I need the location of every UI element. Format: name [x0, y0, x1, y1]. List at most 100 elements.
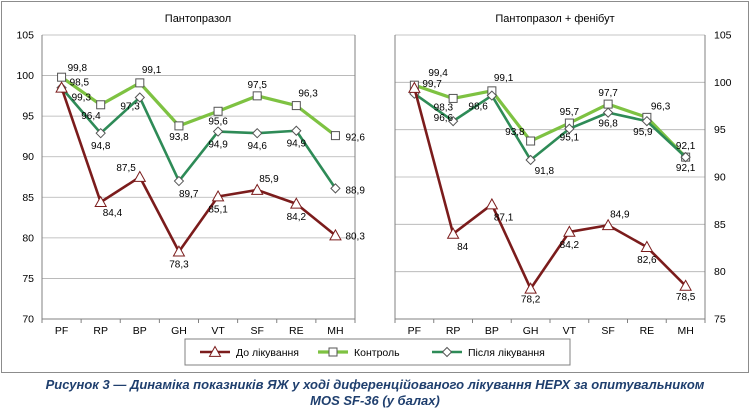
data-label-after: 94,6	[247, 141, 267, 152]
legend-label-after: Після лікування	[468, 347, 545, 359]
data-point-control	[448, 93, 458, 103]
data-label-control: 97,5	[247, 80, 267, 91]
x-tick-label: MH	[327, 325, 343, 337]
data-label-control: 99,1	[494, 73, 514, 84]
data-label-after: 94,9	[208, 140, 228, 151]
x-tick-label: RP	[446, 325, 461, 337]
figure-caption-line-2: MOS SF-36 (у балах)	[310, 393, 440, 408]
data-point-before	[563, 225, 576, 237]
y-tick-label: 100	[16, 70, 34, 82]
series-line-control	[413, 83, 687, 159]
y-tick-label: 85	[22, 192, 34, 204]
chart-canvas: 70 75 80 85 90 95 100 105 PF RP BP GH VT SF RE MH Пантоп…	[1, 1, 749, 373]
data-point-control	[135, 78, 145, 88]
x-tick-label: VT	[563, 325, 577, 337]
data-point-before	[408, 81, 421, 93]
data-point-after	[173, 175, 185, 187]
legend-marker-control	[328, 347, 338, 357]
data-point-control	[330, 131, 340, 141]
data-label-before: 85,1	[208, 204, 228, 215]
data-label-before: 84,2	[287, 212, 307, 223]
data-label-after: 95,1	[560, 133, 580, 144]
y-tick-label: 95	[714, 124, 726, 136]
series-line-before	[413, 87, 687, 291]
x-tick-label: RP	[93, 325, 108, 337]
data-label-control: 99,1	[142, 65, 162, 76]
data-label-before: 84,4	[103, 208, 123, 219]
data-point-control	[174, 121, 184, 131]
data-label-after: 91,8	[535, 166, 555, 177]
data-point-after	[447, 115, 459, 127]
x-tick-label: PF	[408, 325, 421, 337]
data-point-control	[252, 91, 262, 101]
legend-box	[184, 338, 571, 366]
data-label-before: 78,5	[676, 292, 696, 303]
data-point-control	[96, 100, 106, 110]
data-point-control	[603, 99, 613, 109]
data-label-before: 78,2	[521, 295, 541, 306]
x-tick-label: SF	[601, 325, 614, 337]
series-line-control	[60, 75, 337, 137]
x-tick-label: GH	[523, 325, 539, 337]
x-tick-label: BP	[133, 325, 147, 337]
data-label-control: 95,7	[560, 107, 580, 118]
y-tick-label: 75	[22, 273, 34, 285]
data-label-before: 85,9	[259, 174, 279, 185]
x-tick-label: PF	[55, 325, 68, 337]
legend-marker-before	[208, 345, 222, 357]
figure-caption-line-1: Рисунок 3 — Динаміка показників ЯЖ у ход…	[45, 377, 705, 392]
data-point-after	[251, 127, 263, 139]
x-tick-label: SF	[250, 325, 263, 337]
data-label-after: 95,9	[633, 127, 653, 138]
y-tick-label: 90	[22, 151, 34, 163]
panel-title: Пантопразол	[165, 13, 231, 25]
data-point-before	[679, 279, 692, 291]
data-label-after: 96,6	[434, 113, 454, 124]
data-label-after: 94,9	[287, 139, 307, 150]
data-point-before	[446, 227, 460, 239]
data-label-after: 99,3	[72, 93, 92, 104]
data-point-before	[133, 170, 147, 182]
data-point-after	[134, 92, 146, 103]
series-line-after	[413, 92, 687, 162]
data-label-control: 95,6	[208, 116, 228, 127]
y-tick-label: 85	[714, 219, 726, 231]
data-point-control	[57, 72, 67, 82]
data-point-before	[524, 282, 537, 294]
x-tick-label: RE	[289, 325, 304, 337]
data-label-control: 92,6	[345, 133, 365, 144]
data-point-after	[486, 90, 498, 101]
panel-title: Пантопразол + фенібут	[495, 13, 614, 25]
data-label-after: 89,7	[179, 189, 199, 200]
legend-marker-after	[441, 346, 453, 358]
data-label-control: 96,4	[81, 111, 101, 122]
series-before	[55, 81, 342, 257]
data-label-control: 92,1	[676, 141, 696, 152]
data-label-control: 99,7	[422, 79, 442, 90]
data-point-control	[213, 106, 223, 116]
legend-label-before: До лікування	[236, 347, 299, 359]
data-point-after	[602, 107, 614, 118]
data-point-after	[564, 123, 575, 134]
x-tick-label: RE	[640, 325, 655, 337]
y-tick-label: 105	[16, 30, 34, 42]
data-point-control	[526, 136, 536, 146]
data-point-after	[641, 115, 653, 127]
panel-2: 75 80 85 90 95 100 105 PF RP BP GH VT SF RE MH Пантопра…	[394, 13, 732, 337]
y-tick-label: 75	[714, 314, 726, 326]
data-label-before: 87,1	[494, 212, 514, 223]
data-label-before: 84,9	[610, 209, 630, 220]
series-before	[408, 81, 692, 294]
data-point-before	[485, 197, 499, 210]
data-point-before	[55, 81, 68, 93]
y-tick-label: 95	[22, 111, 34, 123]
y-tick-label: 105	[714, 30, 732, 42]
data-label-before: 80,3	[345, 231, 365, 242]
data-label-control: 96,3	[651, 101, 671, 112]
legend: До лікування Контроль Після лікування	[184, 338, 571, 366]
panel-1: 70 75 80 85 90 95 100 105 PF RP BP GH VT SF RE MH Пантоп…	[16, 13, 365, 337]
data-point-before	[329, 228, 342, 241]
data-point-before	[289, 197, 303, 209]
x-tick-label: GH	[171, 325, 187, 337]
